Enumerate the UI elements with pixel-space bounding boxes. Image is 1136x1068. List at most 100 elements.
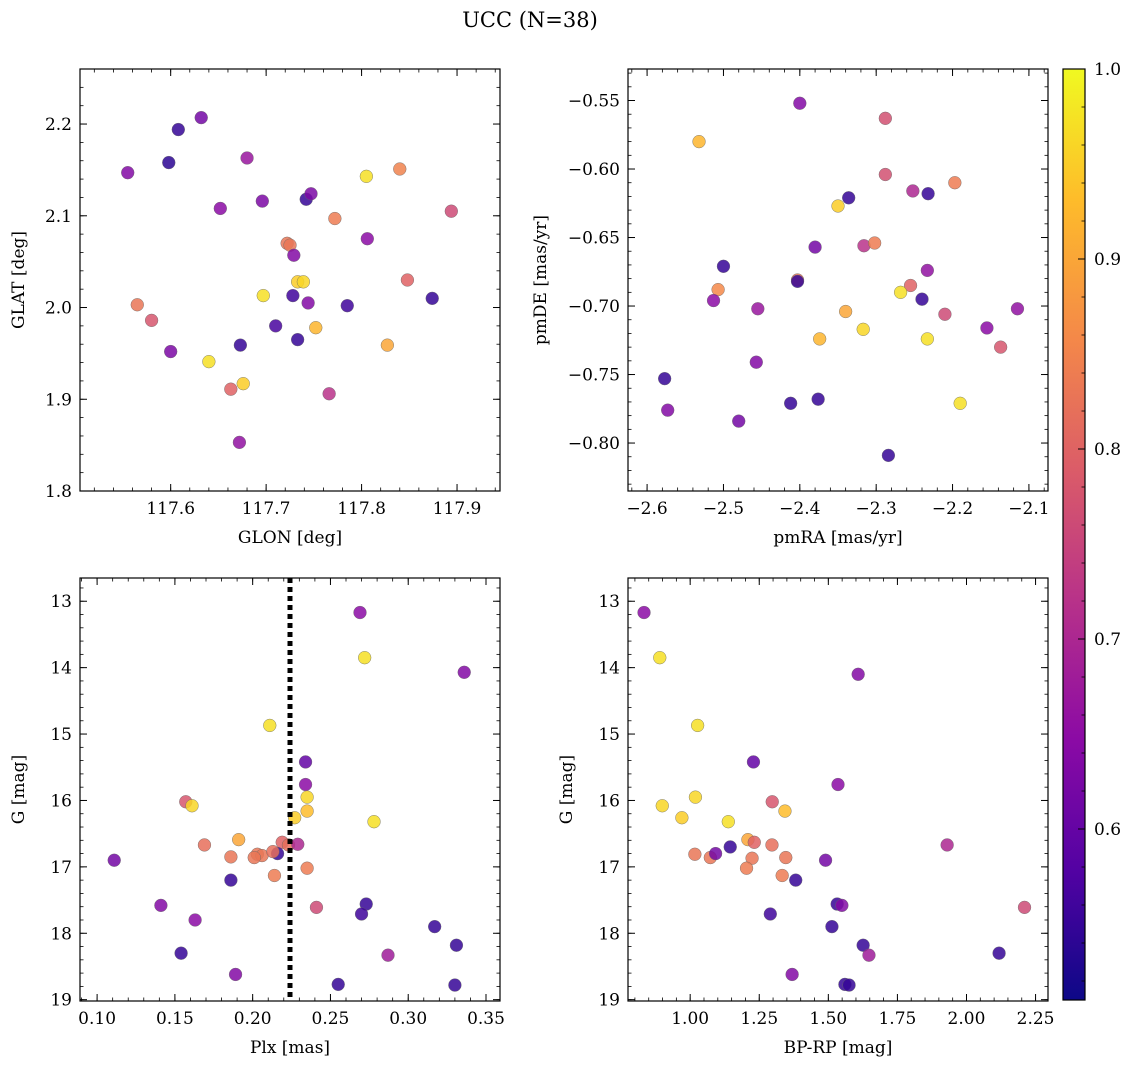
x-axis-label: BP-RP [mag] [784,1038,893,1058]
scatter-point [256,288,270,303]
scatter-point [920,332,934,346]
scatter-point [1010,302,1025,316]
scatter-point [213,201,227,216]
y-tick-label: 17 [50,858,72,878]
x-tick-label: 0.25 [312,1009,350,1029]
scatter-point [692,135,706,149]
scatter-point [789,873,803,887]
panel-plx-g: 0.10 0.15 0.20 0.25 0.30 0.35 13 14 15 16 17 18 19 Pl… [9,577,505,1058]
y-tick-label: 18 [50,924,72,944]
x-tick-label: −2.4 [779,499,820,519]
scatter-point [811,392,825,406]
x-axis-label: GLON [deg] [238,528,342,548]
scatter-points [107,578,471,1001]
scatter-point [224,382,238,396]
scatter-point [842,191,856,205]
scatter-point [637,605,651,620]
scatter-point [746,755,761,769]
scatter-point [906,184,920,198]
scatter-point [255,194,269,208]
scatter-point [381,948,395,962]
scatter-point [708,846,723,861]
scatter-point [240,151,254,165]
scatter-point [953,396,967,410]
scatter-point [716,259,731,273]
scatter-point [751,302,765,316]
scatter-point [228,967,243,982]
scatter-point [300,790,314,804]
scatter-points [637,605,1032,992]
scatter-point [298,777,313,792]
scatter-point [655,799,669,813]
scatter-point [948,176,962,190]
scatter-point [130,298,144,312]
scatter-point [298,755,313,769]
scatter-point [706,293,721,308]
y-tick-label: −0.70 [568,297,620,317]
scatter-point [367,815,381,829]
y-tick-label: −0.60 [568,160,620,180]
scatter-point [915,292,929,306]
scatter-point [813,332,827,346]
scatter-point [862,948,876,962]
x-tick-label: 117.7 [242,499,291,519]
scatter-point [194,111,208,125]
scatter-point [691,718,705,733]
panel-pmra-pmde: −2.6 −2.5 −2.4 −2.3 −2.2 −2.1 −0.80 −0.75 −0.70 −… [531,68,1050,548]
x-tick-label: 1.50 [809,1009,847,1029]
x-tick-label: −2.2 [932,499,973,519]
scatter-point [793,96,807,110]
scatter-point [286,288,300,303]
scatter-point [980,321,994,335]
scatter-point [688,847,702,861]
x-tick-label: 1.00 [671,1009,709,1029]
axes-frame [79,577,501,1002]
x-tick-label: 117.9 [433,499,482,519]
scatter-point [174,946,188,960]
scatter-point [162,155,176,170]
scatter-point [721,815,735,829]
y-axis-label: pmDE [mas/yr] [531,215,551,345]
scatter-point [197,838,212,852]
scatter-point [444,204,458,218]
scatter-point [322,387,336,401]
colorbar-gradient [1062,68,1086,1001]
panel-glon-glat: 117.6 117.7 117.8 117.9 1.8 1.9 2.0 2.1 2.2 GLON … [9,68,501,548]
x-tick-label: 0.15 [156,1009,194,1029]
scatter-point [449,938,464,952]
scatter-point [304,187,318,201]
y-tick-label: 16 [50,791,72,811]
scatter-point [732,414,746,428]
scatter-point [300,804,314,818]
ticks: 1.00 1.25 1.50 1.75 2.00 2.25 13 14 15 16 17 18 19 [598,578,1054,1029]
x-tick-label: 0.30 [389,1009,427,1029]
scatter-point [775,868,789,883]
scatter-point [818,853,833,867]
x-tick-label: 2.25 [1017,1009,1055,1029]
scatter-point [688,790,703,804]
scatter-point [121,166,135,180]
colorbar-tick-label: 0.8 [1094,440,1121,460]
colorbar-tick-label: 0.6 [1094,820,1121,840]
scatter-point [291,837,305,851]
scatter-point [328,211,342,226]
y-tick-label: 15 [598,725,620,745]
scatter-point [107,853,121,867]
scatter-points [658,96,1025,462]
x-tick-label: −2.6 [626,499,667,519]
scatter-point [224,850,238,864]
y-axis-label: G [mag] [9,755,29,824]
y-tick-label: 15 [50,725,72,745]
y-tick-label: 2.0 [45,299,72,319]
scatter-point [380,338,394,352]
scatter-point [784,396,798,410]
y-tick-label: 13 [50,592,72,612]
scatter-point [808,240,822,254]
scatter-point [171,122,185,137]
scatter-point [300,861,314,875]
scatter-point [903,278,918,293]
x-tick-label: 117.6 [146,499,195,519]
scatter-point [188,913,202,927]
y-tick-label: −0.65 [568,229,620,249]
scatter-point [309,321,323,335]
